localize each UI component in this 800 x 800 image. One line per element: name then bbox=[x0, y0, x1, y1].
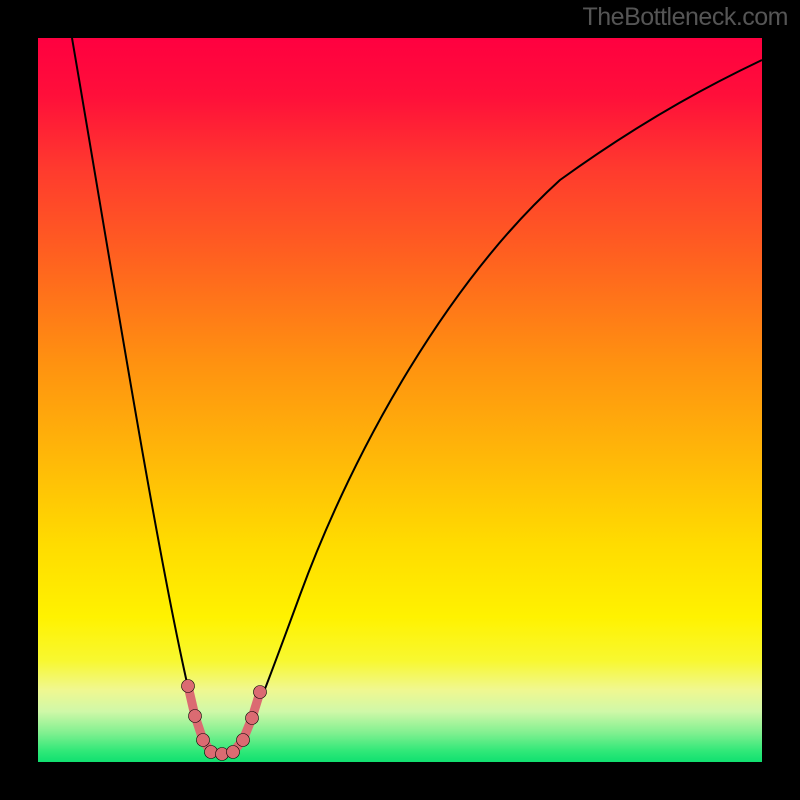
data-marker bbox=[246, 712, 259, 725]
data-marker bbox=[237, 734, 250, 747]
watermark-text: TheBottleneck.com bbox=[583, 3, 789, 32]
data-marker bbox=[189, 710, 202, 723]
chart-container: TheBottleneck.com bbox=[0, 0, 800, 800]
plot-background bbox=[38, 38, 762, 762]
chart-svg bbox=[0, 0, 800, 800]
data-marker bbox=[227, 746, 240, 759]
data-marker bbox=[182, 680, 195, 693]
data-marker bbox=[197, 734, 210, 747]
data-marker bbox=[254, 686, 267, 699]
